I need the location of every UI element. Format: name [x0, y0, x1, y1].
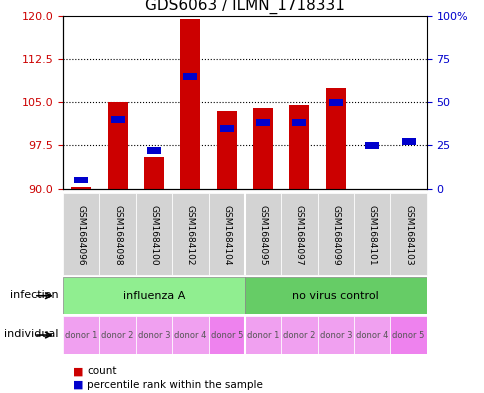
Text: ■: ■	[73, 366, 83, 376]
FancyBboxPatch shape	[99, 316, 136, 354]
Bar	[256, 119, 270, 127]
Text: donor 1: donor 1	[246, 331, 279, 340]
Bar	[398, 189, 418, 232]
Text: GSM1684095: GSM1684095	[258, 205, 267, 266]
Text: donor 4: donor 4	[355, 331, 388, 340]
FancyBboxPatch shape	[353, 193, 390, 275]
Bar	[364, 142, 378, 149]
FancyBboxPatch shape	[281, 316, 317, 354]
Text: donor 5: donor 5	[210, 331, 242, 340]
Text: donor 1: donor 1	[65, 331, 97, 340]
Bar	[147, 147, 161, 154]
FancyBboxPatch shape	[317, 193, 353, 275]
Text: GSM1684101: GSM1684101	[367, 205, 376, 266]
Text: donor 3: donor 3	[319, 331, 351, 340]
FancyBboxPatch shape	[208, 193, 244, 275]
Text: ■: ■	[73, 380, 83, 390]
FancyBboxPatch shape	[390, 193, 426, 275]
Bar	[219, 125, 233, 132]
Text: infection: infection	[10, 290, 58, 300]
Bar	[180, 18, 200, 189]
Text: no virus control: no virus control	[292, 291, 378, 301]
Text: count: count	[87, 366, 117, 376]
FancyBboxPatch shape	[63, 277, 244, 314]
Text: GSM1684097: GSM1684097	[294, 205, 303, 266]
Text: donor 2: donor 2	[283, 331, 315, 340]
FancyBboxPatch shape	[63, 316, 99, 354]
Bar	[401, 138, 415, 145]
FancyBboxPatch shape	[63, 193, 99, 275]
Text: donor 2: donor 2	[101, 331, 134, 340]
Text: influenza A: influenza A	[122, 291, 185, 301]
Bar	[74, 176, 88, 184]
Bar	[325, 88, 345, 189]
Bar	[292, 119, 306, 127]
Bar	[71, 187, 91, 189]
Text: percentile rank within the sample: percentile rank within the sample	[87, 380, 263, 390]
FancyBboxPatch shape	[172, 193, 208, 275]
FancyBboxPatch shape	[353, 316, 390, 354]
Text: GSM1684104: GSM1684104	[222, 205, 231, 265]
Title: GDS6063 / ILMN_1718331: GDS6063 / ILMN_1718331	[145, 0, 344, 15]
FancyBboxPatch shape	[136, 193, 172, 275]
FancyBboxPatch shape	[390, 316, 426, 354]
Text: GSM1684102: GSM1684102	[185, 205, 195, 265]
Bar	[144, 157, 164, 189]
FancyBboxPatch shape	[136, 316, 172, 354]
FancyBboxPatch shape	[244, 316, 281, 354]
FancyBboxPatch shape	[208, 316, 244, 354]
Bar	[183, 73, 197, 80]
Text: GSM1684096: GSM1684096	[76, 205, 86, 266]
Text: GSM1684099: GSM1684099	[331, 205, 340, 266]
FancyBboxPatch shape	[281, 193, 317, 275]
FancyBboxPatch shape	[172, 316, 208, 354]
Text: GSM1684100: GSM1684100	[149, 205, 158, 266]
Text: donor 5: donor 5	[392, 331, 424, 340]
Text: GSM1684098: GSM1684098	[113, 205, 122, 266]
FancyBboxPatch shape	[244, 193, 281, 275]
Text: individual: individual	[4, 329, 58, 339]
FancyBboxPatch shape	[244, 277, 426, 314]
Bar	[289, 105, 309, 189]
Bar	[253, 108, 272, 189]
Text: donor 3: donor 3	[137, 331, 170, 340]
FancyBboxPatch shape	[99, 193, 136, 275]
Bar	[107, 102, 127, 189]
Bar	[216, 111, 236, 189]
Bar	[110, 116, 124, 123]
Text: GSM1684103: GSM1684103	[403, 205, 412, 266]
Bar	[362, 189, 381, 226]
FancyBboxPatch shape	[317, 316, 353, 354]
Text: donor 4: donor 4	[174, 331, 206, 340]
Bar	[328, 99, 342, 106]
